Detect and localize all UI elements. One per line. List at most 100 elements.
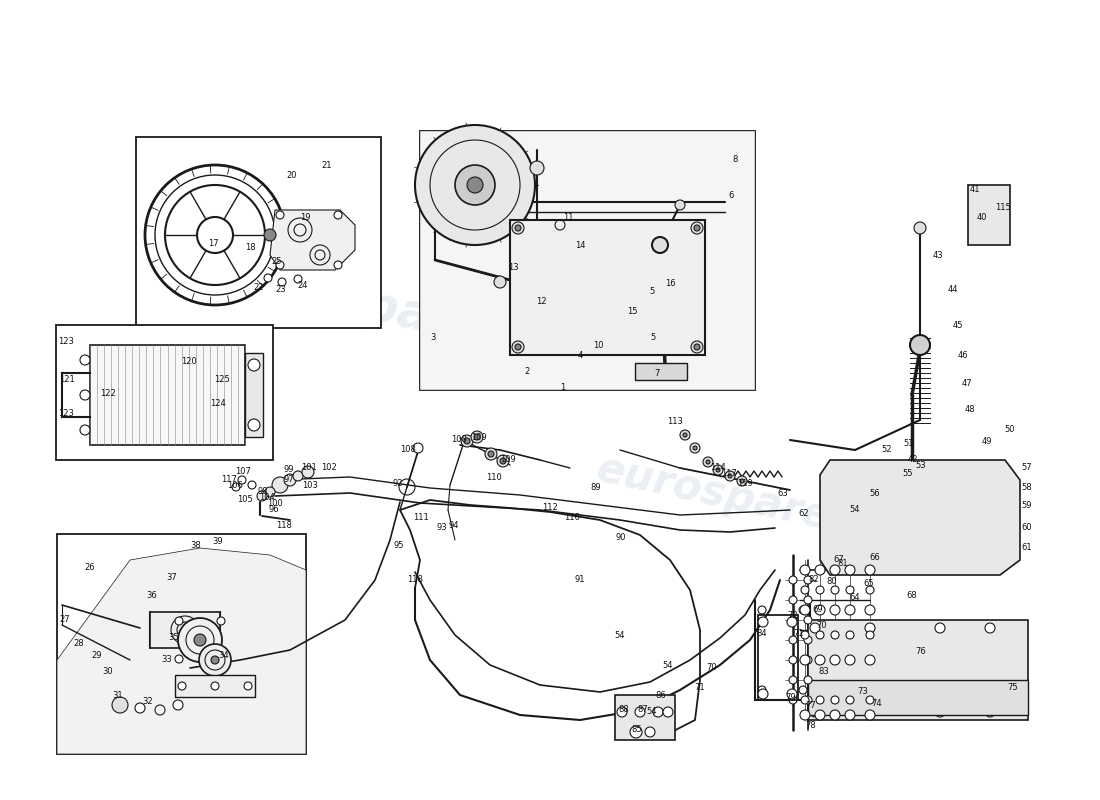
- Circle shape: [512, 341, 524, 353]
- Circle shape: [815, 565, 825, 575]
- Text: 62: 62: [799, 509, 810, 518]
- Text: 85: 85: [631, 726, 642, 734]
- Circle shape: [740, 479, 744, 483]
- Circle shape: [199, 644, 231, 676]
- Text: 105: 105: [238, 494, 253, 503]
- Text: 54: 54: [615, 630, 625, 639]
- Circle shape: [211, 656, 219, 664]
- Circle shape: [468, 177, 483, 193]
- Text: 97: 97: [284, 475, 295, 485]
- Text: 29: 29: [91, 651, 102, 661]
- Text: 68: 68: [906, 590, 917, 599]
- Text: 99: 99: [284, 465, 295, 474]
- Text: 80: 80: [827, 578, 837, 586]
- Circle shape: [865, 707, 874, 717]
- Text: 122: 122: [100, 389, 116, 398]
- Text: 12: 12: [536, 298, 547, 306]
- Text: 34: 34: [219, 651, 229, 661]
- Text: 18: 18: [244, 243, 255, 253]
- Text: 78: 78: [805, 722, 816, 730]
- Text: 69: 69: [813, 605, 823, 614]
- Text: 5: 5: [649, 286, 654, 295]
- Circle shape: [789, 676, 797, 684]
- Circle shape: [257, 491, 267, 501]
- Circle shape: [693, 446, 697, 450]
- Polygon shape: [635, 363, 688, 380]
- Circle shape: [691, 222, 703, 234]
- Text: 2: 2: [525, 366, 529, 375]
- Circle shape: [175, 617, 183, 625]
- Circle shape: [635, 707, 645, 717]
- Text: 38: 38: [190, 541, 201, 550]
- Text: 95: 95: [394, 542, 405, 550]
- Circle shape: [866, 586, 874, 594]
- Text: 83: 83: [818, 667, 829, 677]
- Text: 124: 124: [210, 398, 225, 407]
- Text: 89: 89: [591, 482, 602, 491]
- Text: 60: 60: [1022, 523, 1032, 533]
- Circle shape: [455, 165, 495, 205]
- Circle shape: [830, 710, 840, 720]
- Bar: [90, 345, 245, 445]
- Circle shape: [488, 451, 494, 457]
- Circle shape: [804, 636, 812, 644]
- Text: 5: 5: [650, 334, 656, 342]
- Circle shape: [278, 278, 286, 286]
- Text: 37: 37: [166, 573, 177, 582]
- Text: 88: 88: [618, 706, 629, 714]
- Text: 39: 39: [212, 537, 223, 546]
- Text: 54: 54: [849, 506, 860, 514]
- Bar: [808, 620, 1028, 720]
- Circle shape: [703, 457, 713, 467]
- Bar: [510, 220, 705, 355]
- Text: 120: 120: [182, 358, 197, 366]
- Circle shape: [789, 636, 797, 644]
- Circle shape: [737, 476, 747, 486]
- Text: 93: 93: [437, 523, 448, 533]
- Text: 50: 50: [1004, 426, 1015, 434]
- Text: 27: 27: [59, 615, 70, 625]
- Text: 24: 24: [298, 282, 308, 290]
- Circle shape: [804, 676, 812, 684]
- Text: 117: 117: [221, 475, 236, 485]
- Circle shape: [248, 359, 260, 371]
- Text: 67: 67: [834, 555, 845, 565]
- Circle shape: [135, 703, 145, 713]
- Circle shape: [80, 425, 90, 435]
- Circle shape: [112, 697, 128, 713]
- Circle shape: [232, 483, 240, 491]
- Circle shape: [799, 686, 807, 694]
- Text: 91: 91: [574, 574, 585, 583]
- Circle shape: [758, 686, 766, 694]
- Circle shape: [758, 606, 766, 614]
- Text: eurospares: eurospares: [593, 448, 859, 544]
- Circle shape: [830, 586, 839, 594]
- Circle shape: [800, 605, 810, 615]
- Text: 32: 32: [143, 698, 153, 706]
- Text: 53: 53: [915, 462, 926, 470]
- Circle shape: [804, 576, 812, 584]
- Text: 40: 40: [977, 214, 988, 222]
- Circle shape: [804, 656, 812, 664]
- Circle shape: [645, 727, 654, 737]
- Circle shape: [830, 605, 840, 615]
- Text: 106: 106: [227, 481, 243, 490]
- Polygon shape: [420, 131, 755, 390]
- Circle shape: [515, 344, 521, 350]
- Text: 44: 44: [948, 286, 958, 294]
- Circle shape: [810, 623, 820, 633]
- Text: 110: 110: [486, 473, 502, 482]
- Circle shape: [80, 355, 90, 365]
- Text: 52: 52: [882, 445, 892, 454]
- Text: 65: 65: [864, 579, 874, 589]
- Circle shape: [238, 476, 246, 484]
- Text: 4: 4: [578, 351, 583, 361]
- Text: 23: 23: [276, 286, 286, 294]
- Text: 121: 121: [59, 375, 75, 385]
- Text: 103: 103: [302, 482, 318, 490]
- Circle shape: [804, 596, 812, 604]
- Circle shape: [816, 631, 824, 639]
- Bar: [808, 680, 1028, 715]
- Text: 64: 64: [849, 594, 860, 602]
- Text: 33: 33: [162, 655, 173, 665]
